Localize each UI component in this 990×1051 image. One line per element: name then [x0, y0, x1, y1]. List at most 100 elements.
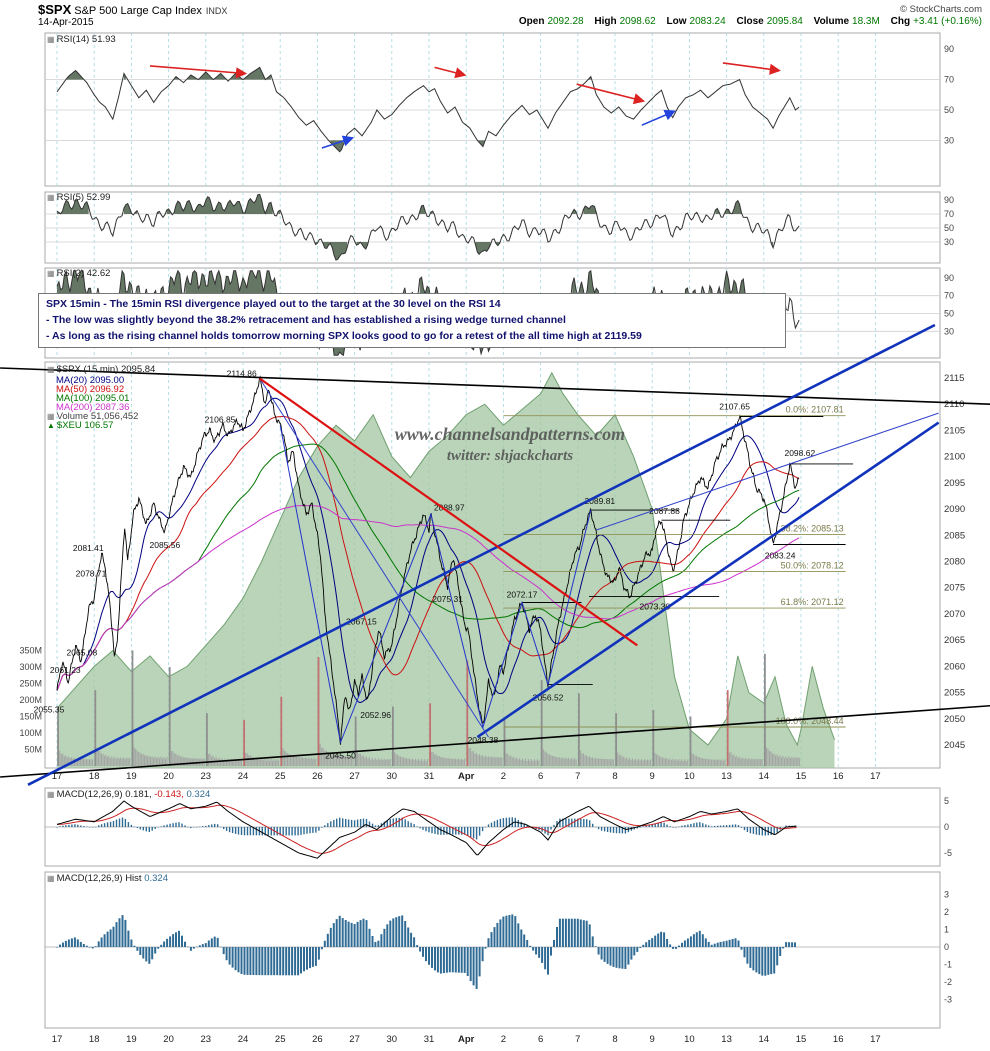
macd-hist-bar	[752, 827, 755, 834]
volume-bar	[689, 716, 692, 766]
volume-bar	[525, 758, 527, 766]
volume-bar	[560, 758, 562, 766]
macd-hist-bar	[321, 827, 323, 828]
macd-hist-bar-large	[606, 947, 609, 964]
volume-bar	[569, 759, 571, 766]
volume-bar	[120, 757, 122, 766]
macd-legend-name: MACD(12,26,9)	[56, 789, 123, 800]
macd-hist-bar-large	[639, 947, 642, 948]
volume-bar	[551, 755, 553, 766]
volume-bar	[547, 753, 549, 766]
macd-hist-bar	[160, 826, 162, 827]
volume-bar	[405, 757, 407, 766]
volume-bar	[407, 759, 409, 766]
macd-hist-bar	[672, 827, 674, 828]
macd-hist-bar-large	[541, 947, 544, 963]
volume-bar	[513, 756, 515, 766]
area-chart-icon: ▲	[47, 421, 55, 430]
macd-hist-bar	[586, 819, 588, 827]
macd-hist-bar-large	[267, 947, 270, 976]
macd-hist-bar-large	[311, 947, 314, 967]
x-axis-label: 17	[870, 771, 881, 782]
macd-hist-bar	[231, 827, 234, 834]
volume-bar	[344, 756, 346, 766]
volume-bar	[605, 759, 607, 766]
x-axis-label: 10	[684, 771, 695, 782]
volume-bar	[221, 758, 223, 766]
volume-bar	[370, 759, 372, 766]
macd-hist-bar-large	[79, 941, 82, 947]
macd-hist-bar	[642, 826, 644, 827]
macd-hist-bar	[731, 824, 734, 827]
macd-hist-bar	[612, 827, 615, 833]
macd-hist-bar	[300, 827, 302, 835]
volume-bar	[493, 756, 495, 766]
volume-bar	[789, 758, 791, 766]
volume-bar	[295, 756, 297, 766]
volume-bar	[523, 760, 525, 766]
volume-bar	[164, 758, 166, 766]
macd-hist-bar-large	[645, 942, 648, 947]
macd-hist-bar-large	[689, 936, 692, 947]
macd-hist-bar-large	[722, 941, 725, 947]
volume-axis-label: 100M	[19, 728, 42, 738]
volume-bar	[280, 696, 283, 766]
volume-bar	[449, 758, 451, 766]
macd-hist-bar-large	[314, 947, 317, 966]
volume-bar	[350, 756, 352, 766]
watermark-twitter: twitter: shjackcharts	[446, 448, 574, 464]
volume-bar	[553, 756, 555, 766]
macd-hist-bar	[520, 821, 522, 827]
volume-bar	[535, 760, 537, 766]
macd-hist-bar	[80, 825, 82, 827]
volume-bar	[501, 757, 503, 766]
x-axis-label: 7	[575, 771, 580, 782]
volume-bar	[126, 757, 128, 766]
macd-hist-bar	[74, 824, 76, 827]
macd-hist-bar-large	[532, 947, 535, 951]
low-label: Low	[666, 16, 687, 27]
macd-hist-bar-large	[731, 939, 734, 947]
macd-hist-bar-large	[189, 947, 192, 951]
volume-bar	[740, 758, 742, 766]
volume-bar	[627, 759, 629, 766]
macd-hist-bar-large	[359, 920, 362, 947]
macd-hist-bar-large	[663, 932, 666, 947]
macd-hist-bar-large	[338, 915, 341, 947]
macd-hist-bar-large	[743, 947, 746, 958]
volume-bar	[636, 760, 638, 766]
volume-bar	[358, 753, 360, 766]
rsi14-legend-text: RSI(14) 51.93	[56, 34, 116, 45]
macd-hist-bar-large	[478, 947, 481, 977]
volume-bar	[163, 756, 165, 766]
macd-hist-bar	[359, 819, 362, 827]
macd-hist-bar-large	[681, 942, 683, 947]
macd-hist-bar-large	[567, 918, 570, 947]
macd-hist-legend-name: MACD(12,26,9) Hist	[56, 873, 142, 884]
macd-hist-bar	[398, 817, 400, 827]
volume-bar	[222, 760, 224, 766]
macd-hist-bar	[461, 827, 463, 835]
macd-hist-bar-large	[240, 947, 243, 974]
rsi14-legend: ▦ RSI(14) 51.93	[47, 34, 116, 45]
macd-hist-bar-large	[749, 947, 752, 968]
ma200-legend: MA(200) 2087.36	[56, 402, 130, 413]
macd-hist-bar-large	[148, 947, 151, 964]
volume-bar	[118, 758, 120, 766]
volume-bar	[675, 759, 677, 766]
macd-hist-bar-large	[484, 947, 487, 949]
volume-bar	[684, 759, 686, 766]
macd-hist-bar	[353, 820, 356, 827]
macd-hist-bar-large	[115, 922, 118, 947]
macd-hist-bar	[651, 824, 653, 827]
volume-bar	[289, 754, 291, 766]
volume-bar	[630, 760, 632, 766]
macd-hist-bar-large	[350, 922, 353, 947]
macd-hist-bar-large	[291, 947, 294, 976]
trendline-blue-zigzag	[279, 425, 592, 745]
macd-hist-bar-large	[466, 947, 469, 976]
macd-hist-bar	[743, 827, 746, 831]
volume-bar	[752, 759, 754, 766]
header-title: $SPX S&P 500 Large Cap Index INDX	[38, 1, 227, 19]
macd-hist-bar-large	[70, 938, 73, 947]
